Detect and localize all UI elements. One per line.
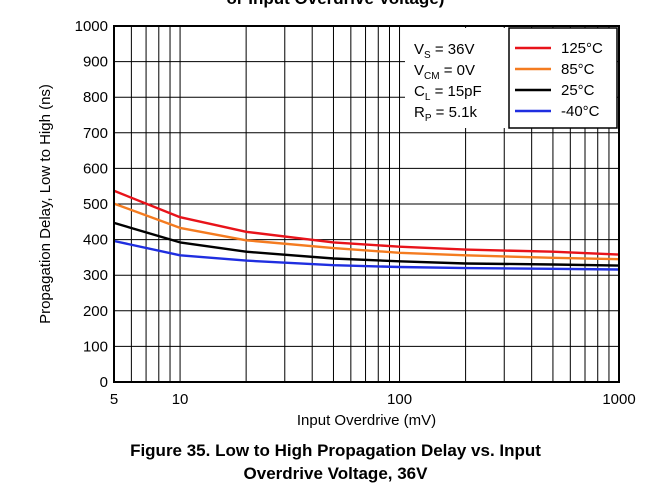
y-tick-label: 300 <box>83 267 108 284</box>
series-line-2 <box>113 221 620 267</box>
series-lines <box>113 189 620 271</box>
y-tick-label: 100 <box>83 338 108 355</box>
legend-label-3: -40°C <box>561 103 600 120</box>
x-axis-label: Input Overdrive (mV) <box>297 412 436 429</box>
x-tick-label: 1000 <box>602 391 635 408</box>
y-tick-label: 0 <box>100 374 108 391</box>
y-tick-label: 500 <box>83 196 108 213</box>
condition-line: VS = 36V <box>414 41 474 61</box>
y-tick-label: 400 <box>83 232 108 249</box>
condition-line: RP = 5.1k <box>414 104 477 124</box>
figure-caption-line-1: Figure 35. Low to High Propagation Delay… <box>130 441 541 460</box>
y-tick-label: 900 <box>83 54 108 71</box>
y-tick-label: 700 <box>83 125 108 142</box>
plot-frame <box>113 25 620 383</box>
x-tick-label: 100 <box>387 391 412 408</box>
header-fragment: or Input Overdrive Voltage) <box>0 0 671 9</box>
x-tick-label: 10 <box>172 391 189 408</box>
y-tick-label: 800 <box>83 89 108 106</box>
y-tick-label: 200 <box>83 303 108 320</box>
legend: 125°C 85°C 25°C -40°C <box>508 27 618 129</box>
series-line-0 <box>113 189 620 256</box>
condition-line: CL = 15pF <box>414 83 482 103</box>
y-tick-label: 1000 <box>75 18 108 35</box>
figure-caption-line-2: Overdrive Voltage, 36V <box>243 464 428 483</box>
legend-label-2: 25°C <box>561 82 595 99</box>
tick-labels: 0 100 200 300 400 500 600 700 800 900 1000 5 10 100 10… <box>75 18 636 408</box>
legend-label-0: 125°C <box>561 40 603 57</box>
series-line-3 <box>113 239 620 271</box>
series-line-1 <box>113 202 620 261</box>
y-axis-label: Propagation Delay, Low to High (ns) <box>37 84 54 324</box>
x-tick-label: 5 <box>110 391 118 408</box>
condition-line: VCM = 0V <box>414 62 475 82</box>
y-tick-label: 600 <box>83 160 108 177</box>
legend-label-1: 85°C <box>561 61 595 78</box>
conditions-background <box>405 28 509 128</box>
